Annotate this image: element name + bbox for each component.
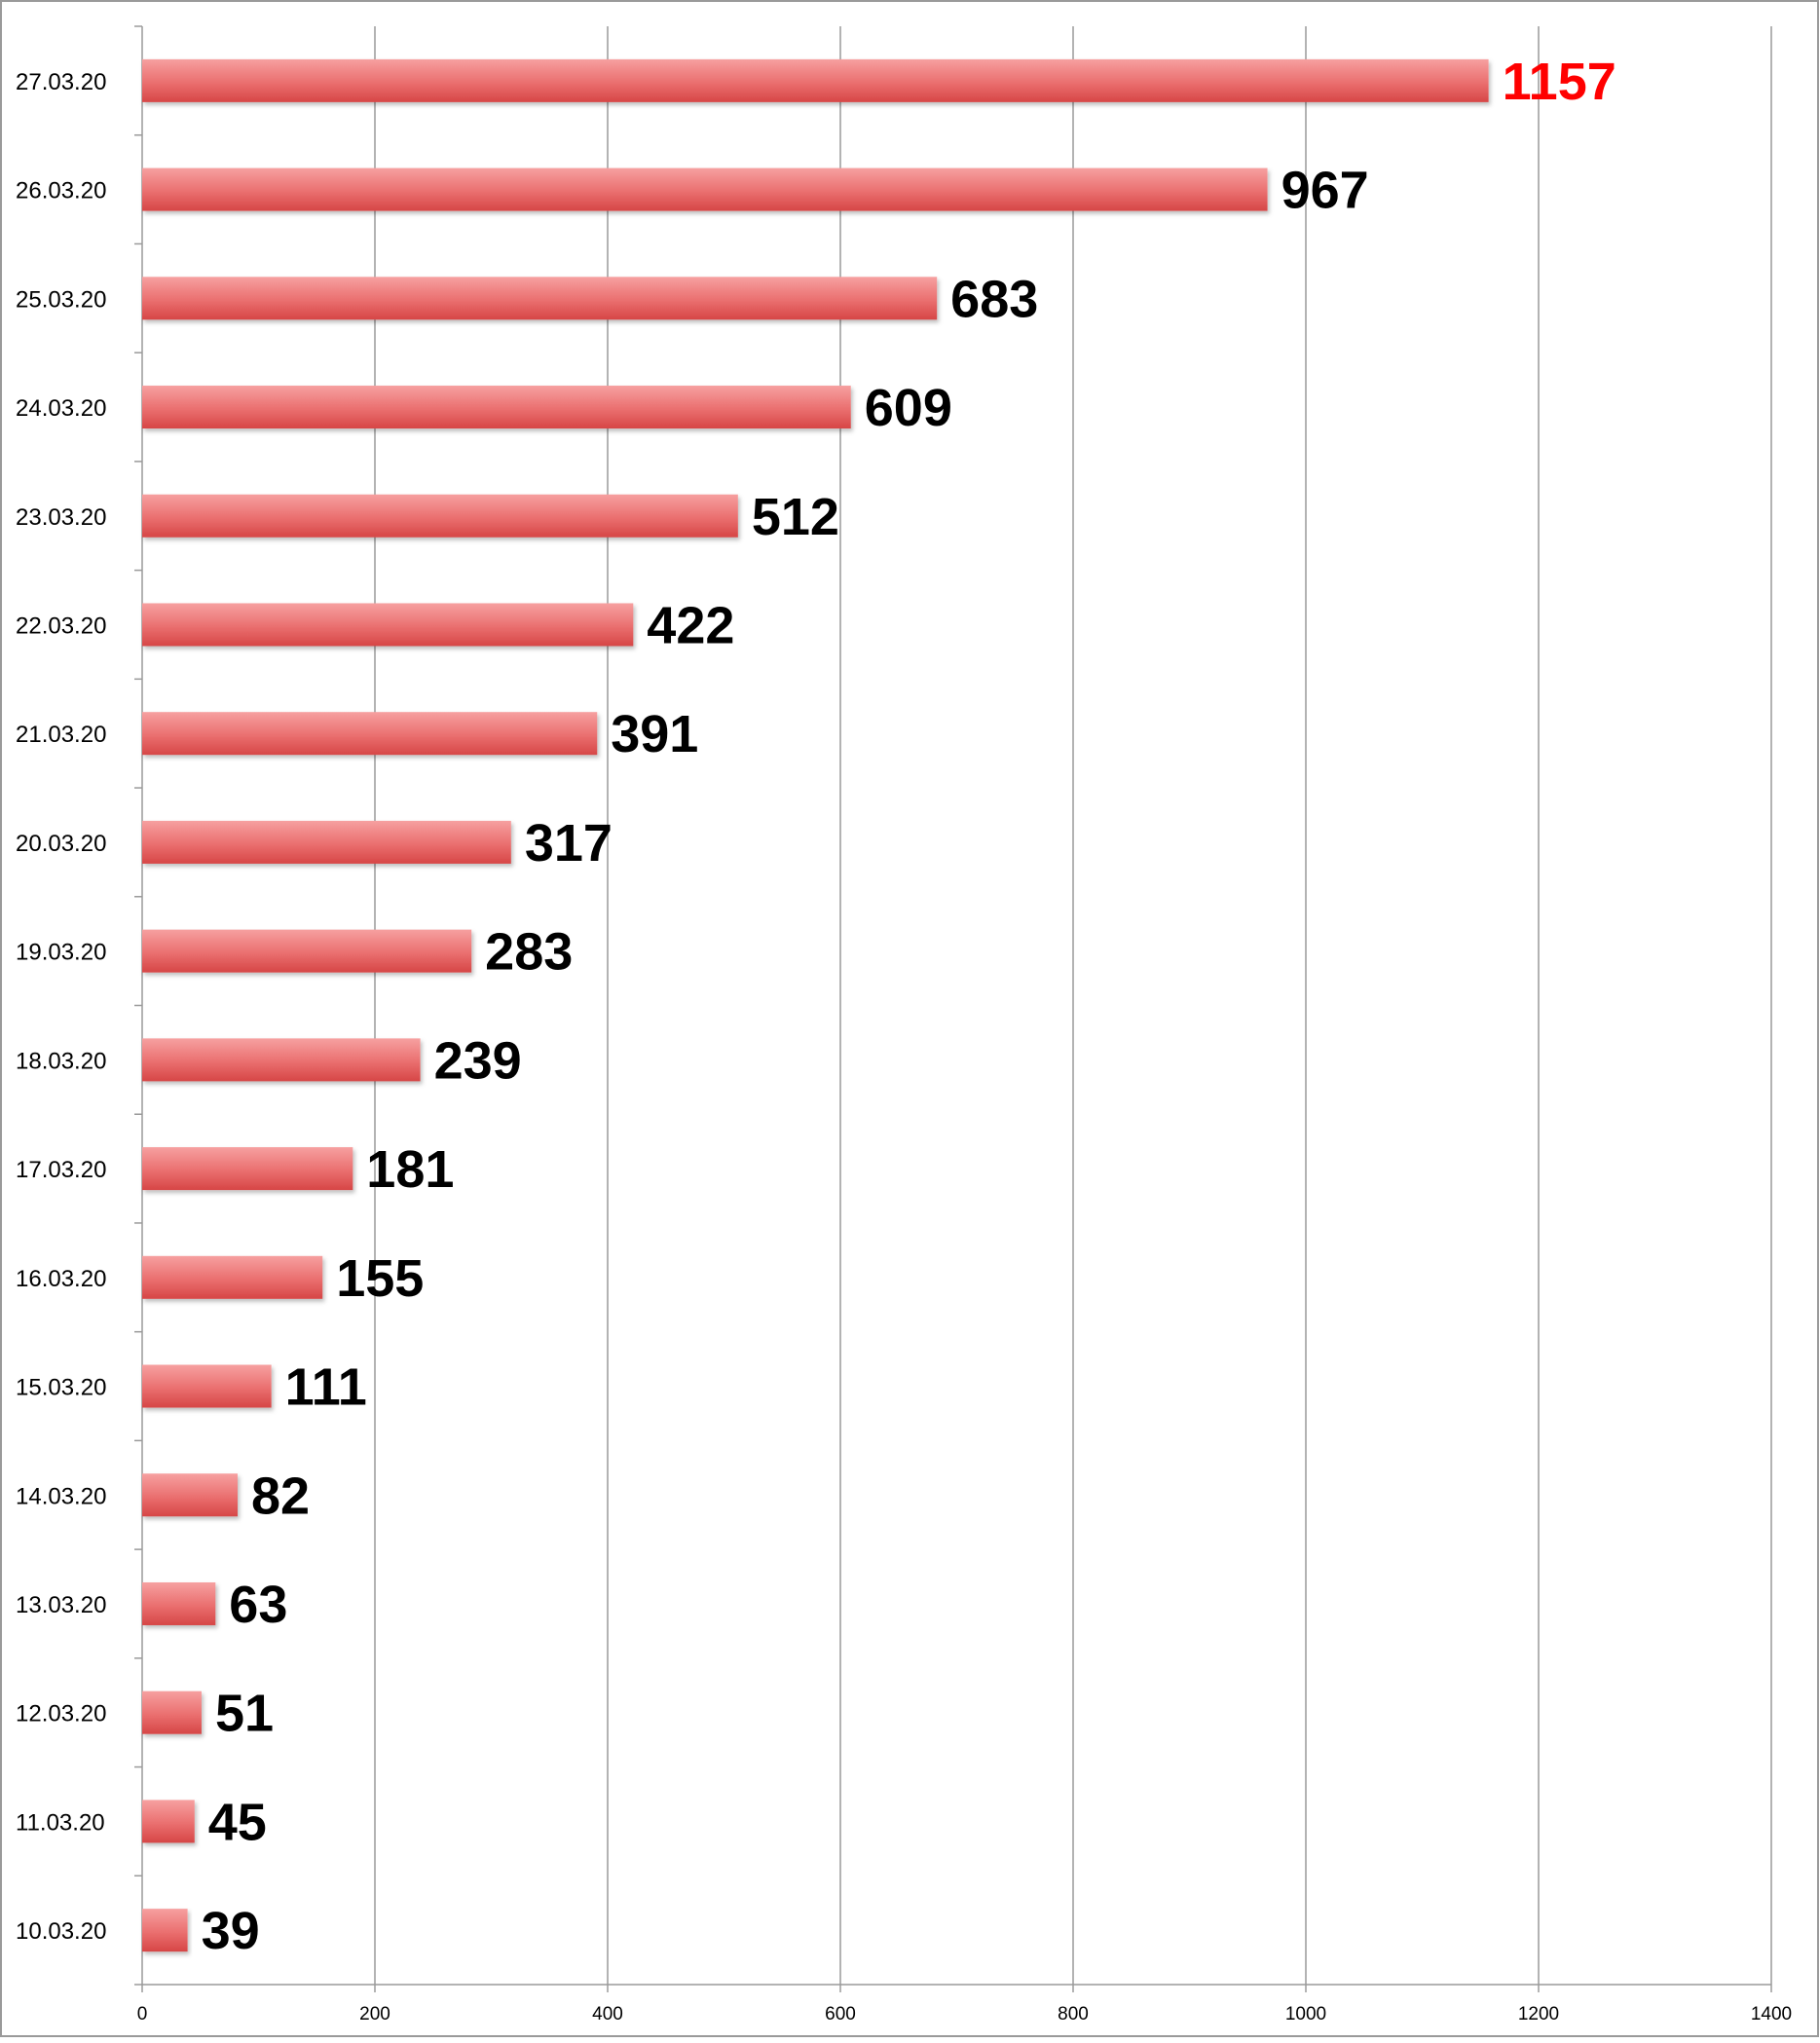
labels: 27.03.20 1157 26.03.20 967 25.03.20 683 24.03.… [16, 53, 1616, 1960]
bars [142, 58, 1489, 1952]
category-label: 19.03.20 [16, 940, 106, 966]
data-label: 391 [611, 705, 698, 763]
data-label: 1157 [1503, 53, 1616, 111]
data-label: 967 [1281, 162, 1369, 220]
data-label: 63 [229, 1576, 287, 1634]
category-label: 10.03.20 [16, 1918, 106, 1945]
data-label: 45 [208, 1793, 267, 1851]
bar-11.03.20 [142, 1800, 195, 1843]
category-label: 13.03.20 [16, 1592, 106, 1618]
bar-13.03.20 [142, 1581, 216, 1625]
bar-21.03.20 [142, 712, 598, 756]
category-label: 11.03.20 [16, 1809, 105, 1836]
bar-24.03.20 [142, 386, 851, 429]
bar-18.03.20 [142, 1038, 421, 1082]
x-tick-label: 600 [825, 2004, 856, 2024]
bar-27.03.20 [142, 58, 1489, 102]
category-label: 20.03.20 [16, 831, 106, 857]
x-tick-label: 1000 [1285, 2004, 1326, 2024]
data-label: 422 [647, 596, 734, 654]
bar-10.03.20 [142, 1909, 188, 1952]
gridlines [374, 26, 1772, 1985]
data-label: 155 [336, 1249, 424, 1308]
data-label: 512 [752, 488, 839, 546]
x-tick-label: 1200 [1518, 2004, 1559, 2024]
data-label: 609 [865, 379, 952, 437]
bar-19.03.20 [142, 929, 472, 973]
category-label: 15.03.20 [16, 1375, 106, 1401]
bar-15.03.20 [142, 1364, 272, 1408]
category-label: 23.03.20 [16, 504, 106, 531]
category-label: 17.03.20 [16, 1157, 106, 1183]
bar-20.03.20 [142, 820, 511, 864]
category-label: 16.03.20 [16, 1266, 106, 1292]
data-label: 82 [251, 1467, 310, 1525]
data-label: 239 [434, 1031, 522, 1090]
bar-17.03.20 [142, 1147, 353, 1191]
bar-23.03.20 [142, 494, 738, 538]
x-tick-label: 400 [592, 2004, 623, 2024]
category-label: 18.03.20 [16, 1048, 106, 1074]
data-label: 283 [485, 923, 573, 982]
x-tick-label: 800 [1058, 2004, 1089, 2024]
bar-25.03.20 [142, 277, 938, 320]
bar-14.03.20 [142, 1473, 238, 1517]
data-label: 39 [202, 1902, 260, 1960]
category-label: 14.03.20 [16, 1483, 106, 1509]
category-label: 12.03.20 [16, 1701, 106, 1727]
data-label: 111 [285, 1358, 367, 1417]
bar-16.03.20 [142, 1255, 323, 1299]
data-label: 51 [215, 1685, 274, 1743]
bar-12.03.20 [142, 1690, 202, 1734]
axes: 0 200 400 600 800 1000 1200 1400 [134, 25, 1792, 2024]
category-label: 22.03.20 [16, 613, 106, 639]
data-label: 317 [525, 814, 613, 873]
x-tick-label: 1400 [1751, 2004, 1792, 2024]
bar-26.03.20 [142, 167, 1268, 211]
data-label: 683 [950, 270, 1038, 328]
x-tick-label: 0 [137, 2004, 148, 2024]
category-label: 25.03.20 [16, 286, 106, 313]
x-tick-label: 200 [359, 2004, 390, 2024]
bar-22.03.20 [142, 603, 634, 647]
data-label: 181 [366, 1140, 454, 1199]
category-label: 21.03.20 [16, 722, 106, 748]
category-label: 27.03.20 [16, 69, 106, 95]
category-label: 26.03.20 [16, 178, 106, 204]
category-label: 24.03.20 [16, 395, 106, 422]
